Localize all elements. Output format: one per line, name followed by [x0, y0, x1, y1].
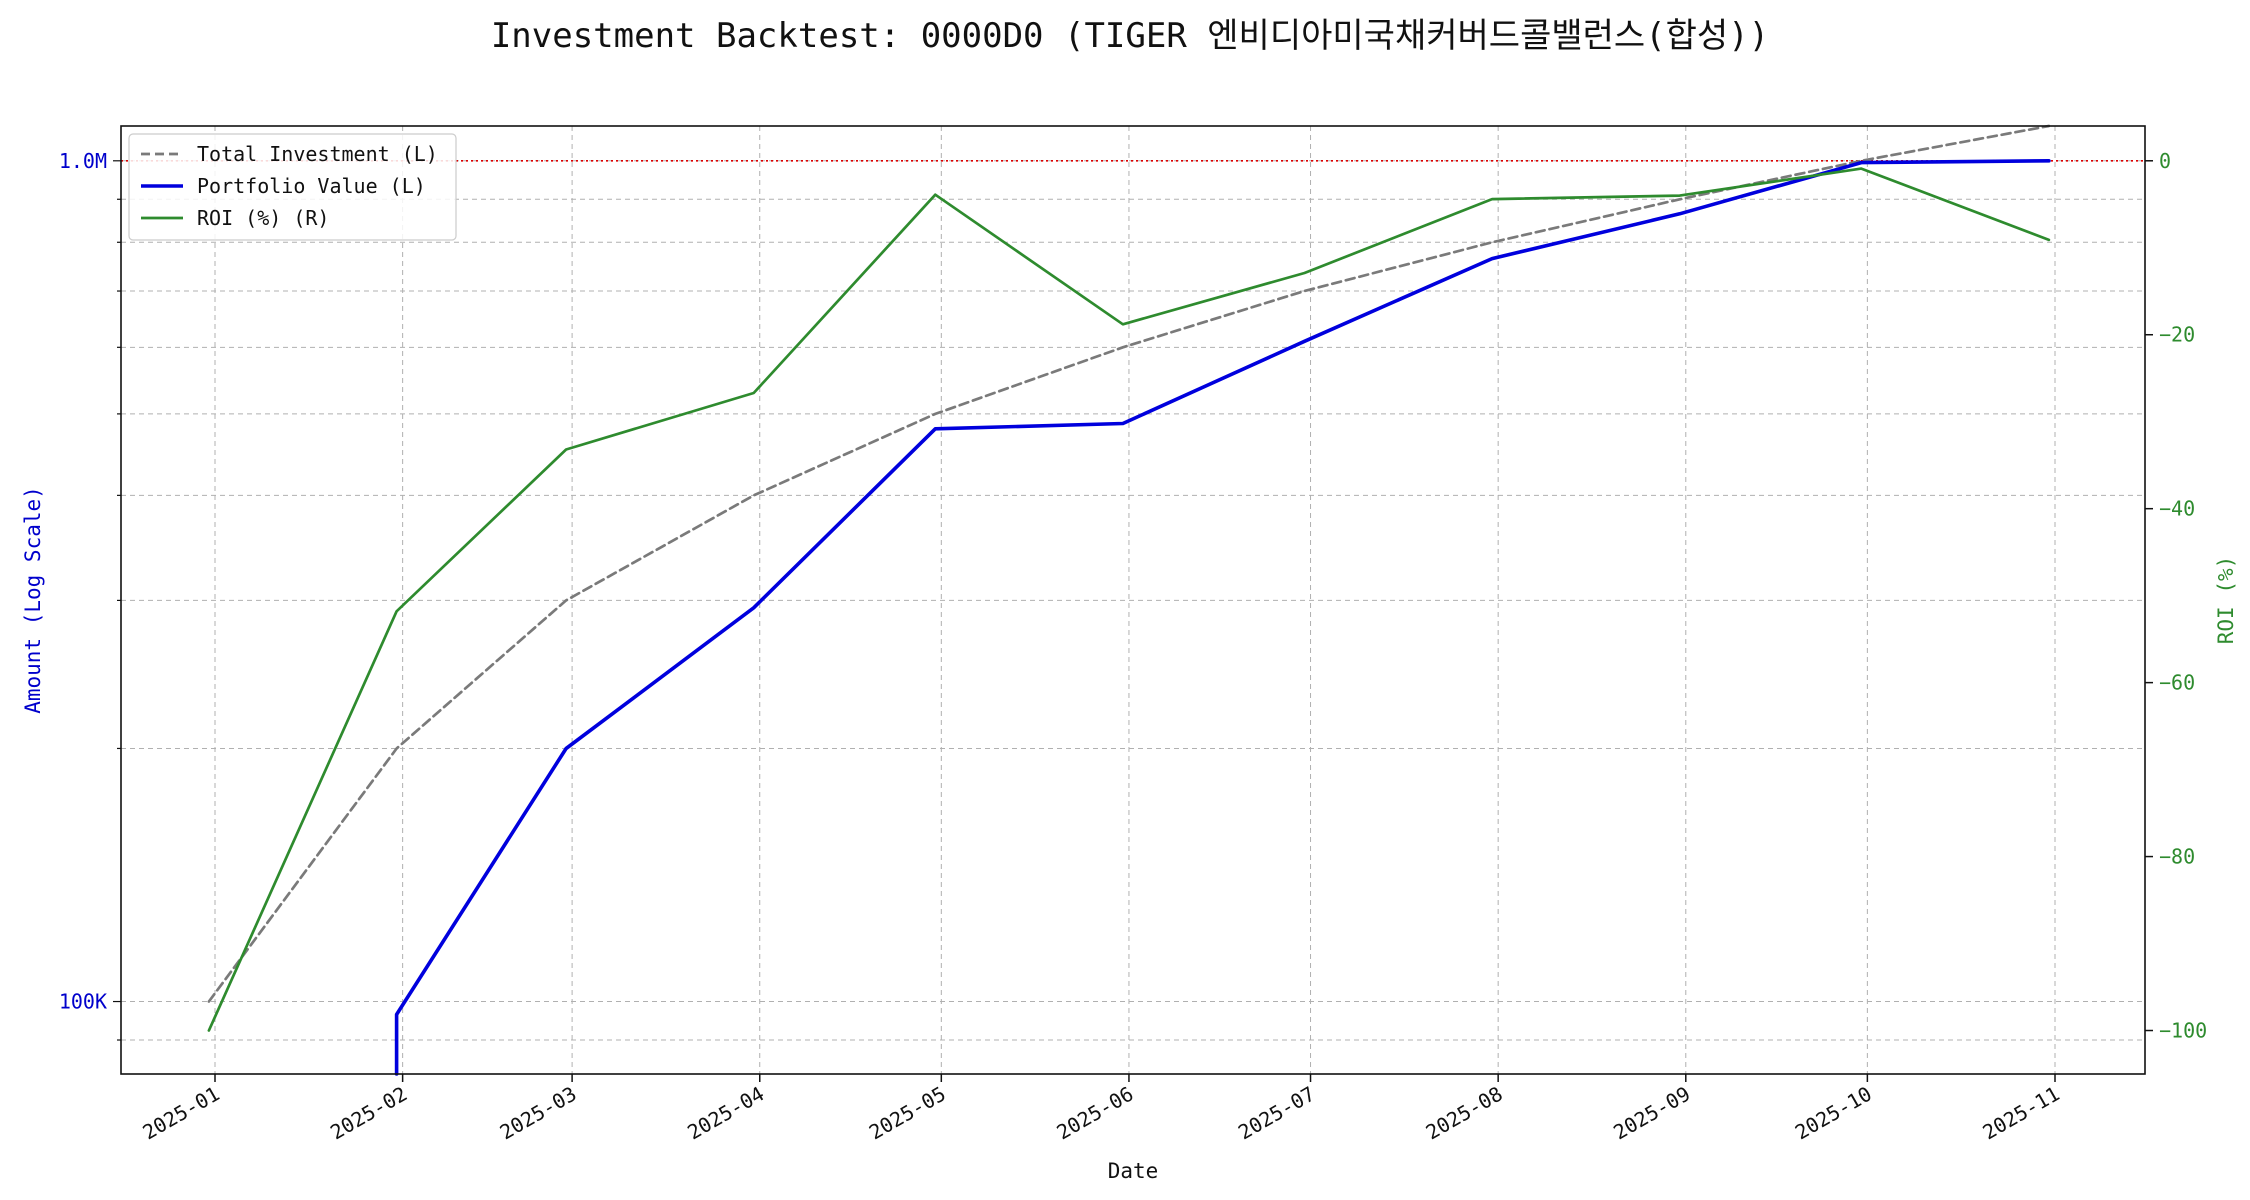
series-line-0	[207, 124, 2051, 1003]
x-tick-label: 2025-11	[1978, 1082, 2063, 1145]
series-line-1	[394, 159, 2051, 1076]
x-tick-label: 2025-08	[1422, 1082, 1507, 1145]
right-y-axis: 0 −20 −40 −60 −80 −100	[2145, 149, 2207, 1043]
x-tick-label: 2025-07	[1234, 1082, 1319, 1145]
x-axis-label: Date	[1108, 1159, 1159, 1183]
series-lines	[207, 124, 2051, 1076]
x-tick-label: 2025-06	[1052, 1082, 1137, 1145]
legend-label-1: Portfolio Value (L)	[197, 174, 426, 198]
x-tick-label: 2025-03	[496, 1082, 581, 1145]
x-tick-label: 2025-04	[683, 1082, 768, 1145]
right-tick-label: −40	[2159, 497, 2195, 521]
grid	[121, 126, 2145, 1074]
left-y-axis-label: Amount (Log Scale)	[21, 486, 45, 714]
x-tick-label: 2025-09	[1609, 1082, 1694, 1145]
x-tick-label: 2025-05	[865, 1082, 950, 1145]
legend-box	[128, 133, 457, 241]
x-tick-label: 2025-01	[138, 1082, 223, 1145]
legend-label-2: ROI (%) (R)	[197, 206, 329, 230]
x-tick-label: 2025-02	[326, 1082, 411, 1145]
right-tick-label: 0	[2159, 149, 2171, 173]
x-tick-label: 2025-10	[1791, 1082, 1876, 1145]
legend-label-0: Total Investment (L)	[197, 142, 438, 166]
x-axis: 2025-01 2025-02 2025-03 2025-04 2025-05 2025-…	[138, 1074, 2064, 1145]
chart-title: Investment Backtest: 0000D0 (TIGER 엔비디아미…	[491, 16, 1769, 56]
right-tick-label: −60	[2159, 671, 2195, 695]
right-tick-label: −20	[2159, 323, 2195, 347]
series-line-2	[207, 167, 2051, 1032]
left-tick-label: 1.0M	[59, 149, 107, 173]
left-y-axis: 100K 1.0M	[59, 149, 121, 1041]
legend: Total Investment (L) Portfolio Value (L) R…	[128, 133, 457, 241]
right-tick-label: −80	[2159, 845, 2195, 869]
right-y-axis-label: ROI (%)	[2214, 556, 2238, 645]
right-tick-label: −100	[2159, 1019, 2207, 1043]
left-tick-label: 100K	[59, 990, 107, 1014]
